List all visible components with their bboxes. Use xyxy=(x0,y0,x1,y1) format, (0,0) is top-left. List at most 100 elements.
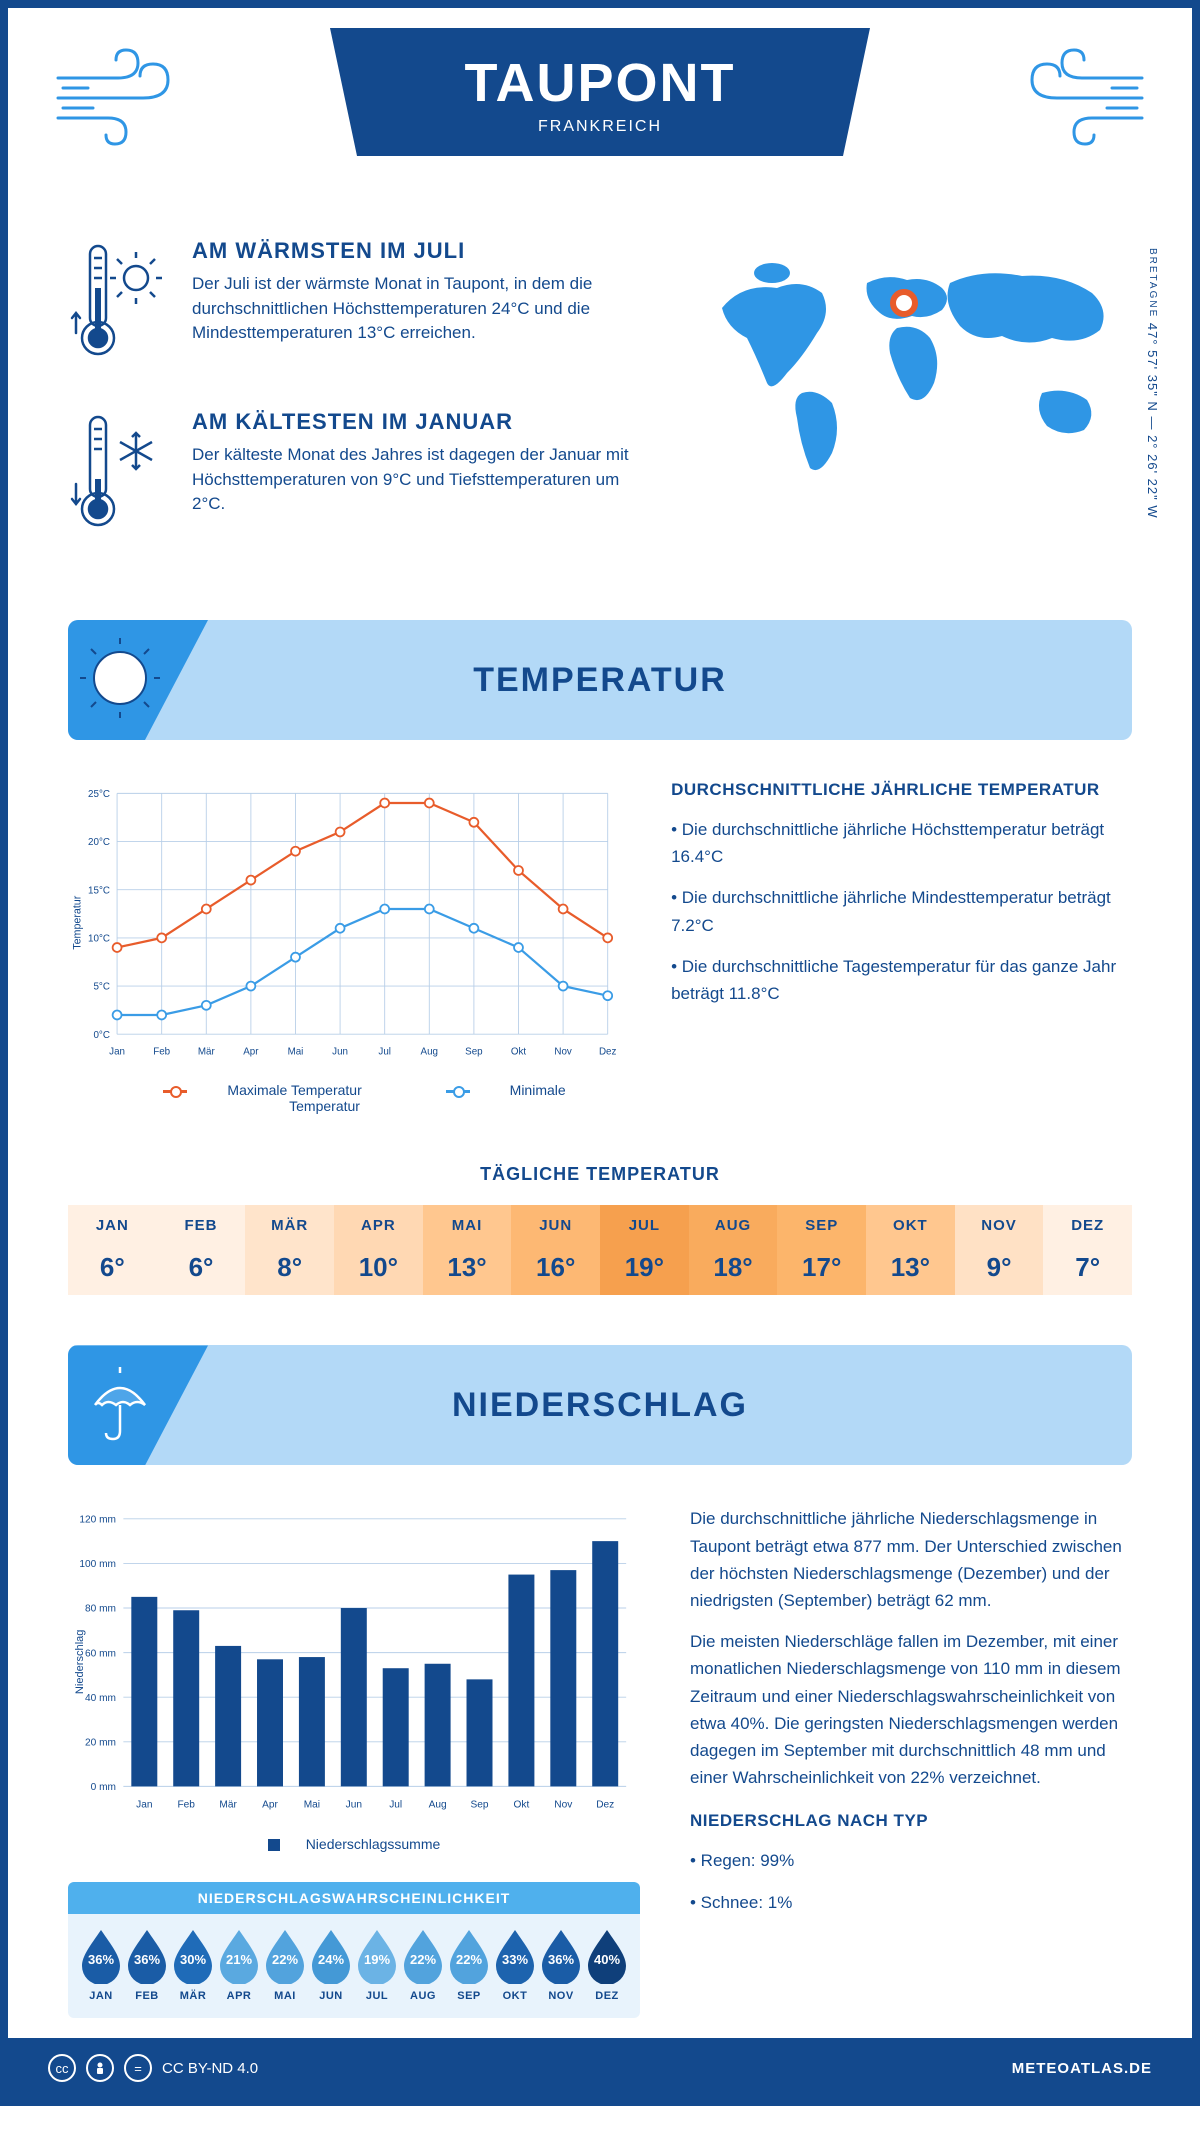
svg-text:Aug: Aug xyxy=(421,1047,438,1058)
svg-text:Mär: Mär xyxy=(219,1800,237,1811)
svg-text:120 mm: 120 mm xyxy=(79,1515,116,1526)
location-country: FRANKREICH xyxy=(330,118,870,136)
svg-text:Sep: Sep xyxy=(465,1047,483,1058)
temperature-legend: Maximale Temperatur Minimale Temperatur xyxy=(68,1082,621,1114)
warmest-title: AM WÄRMSTEN IM JULI xyxy=(192,238,652,264)
temp-bullet: • Die durchschnittliche jährliche Höchst… xyxy=(671,816,1132,870)
daily-temp-grid: JAN6°FEB6°MÄR8°APR10°MAI13°JUN16°JUL19°A… xyxy=(68,1205,1132,1295)
svg-text:5°C: 5°C xyxy=(93,982,109,993)
svg-text:Mai: Mai xyxy=(304,1800,320,1811)
daily-cell: NOV9° xyxy=(955,1205,1044,1295)
wind-icon-left xyxy=(48,38,208,158)
prob-cell: 40%DEZ xyxy=(584,1928,630,2002)
cc-icon: cc xyxy=(48,2054,76,2082)
daily-cell: APR10° xyxy=(334,1205,423,1295)
temperature-title: TEMPERATUR xyxy=(68,661,1132,700)
prob-cell: 21%APR xyxy=(216,1928,262,2002)
daily-cell: MÄR8° xyxy=(245,1205,334,1295)
daily-cell: JUN16° xyxy=(511,1205,600,1295)
svg-text:Aug: Aug xyxy=(429,1800,447,1811)
temperature-description: DURCHSCHNITTLICHE JÄHRLICHE TEMPERATUR •… xyxy=(671,780,1132,1114)
svg-text:Apr: Apr xyxy=(262,1800,278,1811)
svg-text:Niederschlag: Niederschlag xyxy=(74,1630,86,1695)
svg-text:Dez: Dez xyxy=(596,1800,614,1811)
prob-cell: 22%MAI xyxy=(262,1928,308,2002)
svg-text:Okt: Okt xyxy=(511,1047,527,1058)
location-title: TAUPONT xyxy=(330,52,870,114)
svg-text:Jul: Jul xyxy=(389,1800,402,1811)
daily-cell: JAN6° xyxy=(68,1205,157,1295)
intro-section: AM WÄRMSTEN IM JULI Der Juli ist der wär… xyxy=(8,228,1192,620)
precipitation-legend: Niederschlagssumme xyxy=(68,1836,640,1852)
daily-cell: AUG18° xyxy=(689,1205,778,1295)
prob-cell: 36%JAN xyxy=(78,1928,124,2002)
precipitation-bar-chart: 0 mm20 mm40 mm60 mm80 mm100 mm120 mmJanF… xyxy=(68,1505,640,1819)
prob-cell: 33%OKT xyxy=(492,1928,538,2002)
probability-box: NIEDERSCHLAGSWAHRSCHEINLICHKEIT 36%JAN36… xyxy=(68,1882,640,2018)
svg-text:Jan: Jan xyxy=(109,1047,125,1058)
license-text: CC BY-ND 4.0 xyxy=(162,2060,258,2077)
coldest-title: AM KÄLTESTEN IM JANUAR xyxy=(192,409,652,435)
svg-text:Nov: Nov xyxy=(554,1800,573,1811)
svg-text:25°C: 25°C xyxy=(88,789,110,800)
prob-cell: 22%SEP xyxy=(446,1928,492,2002)
coldest-block: AM KÄLTESTEN IM JANUAR Der kälteste Mona… xyxy=(68,409,652,544)
svg-text:80 mm: 80 mm xyxy=(85,1604,116,1615)
svg-text:40 mm: 40 mm xyxy=(85,1693,116,1704)
daily-cell: JUL19° xyxy=(600,1205,689,1295)
svg-text:Jun: Jun xyxy=(346,1800,362,1811)
nd-icon: = xyxy=(124,2054,152,2082)
daily-cell: FEB6° xyxy=(157,1205,246,1295)
precip-type-bullet: • Regen: 99% xyxy=(690,1847,1132,1874)
svg-text:Okt: Okt xyxy=(514,1800,530,1811)
svg-text:Nov: Nov xyxy=(554,1047,572,1058)
prob-cell: 24%JUN xyxy=(308,1928,354,2002)
svg-text:0 mm: 0 mm xyxy=(91,1783,116,1794)
temp-bullet: • Die durchschnittliche Tagestemperatur … xyxy=(671,953,1132,1007)
prob-cell: 36%NOV xyxy=(538,1928,584,2002)
svg-text:Jul: Jul xyxy=(378,1047,391,1058)
svg-text:Jan: Jan xyxy=(136,1800,152,1811)
svg-text:15°C: 15°C xyxy=(88,885,110,896)
precipitation-banner: NIEDERSCHLAG xyxy=(68,1345,1132,1465)
svg-text:100 mm: 100 mm xyxy=(79,1560,116,1571)
warmest-block: AM WÄRMSTEN IM JULI Der Juli ist der wär… xyxy=(68,238,652,373)
coordinates: BRETAGNE 47° 57' 35" N — 2° 26' 22" W xyxy=(1145,248,1160,519)
svg-text:Temperatur: Temperatur xyxy=(72,895,84,949)
svg-text:Jun: Jun xyxy=(332,1047,348,1058)
svg-text:Apr: Apr xyxy=(243,1047,259,1058)
footer: cc = CC BY-ND 4.0 METEOATLAS.DE xyxy=(8,2038,1192,2098)
daily-cell: MAI13° xyxy=(423,1205,512,1295)
daily-temp-title: TÄGLICHE TEMPERATUR xyxy=(8,1164,1192,1185)
world-map: BRETAGNE 47° 57' 35" N — 2° 26' 22" W xyxy=(692,238,1132,580)
infographic-frame: TAUPONT FRANKREICH xyxy=(0,0,1200,2106)
sun-icon xyxy=(80,638,160,718)
precipitation-chart-row: 0 mm20 mm40 mm60 mm80 mm100 mm120 mmJanF… xyxy=(8,1465,1192,2038)
thermometer-snow-icon xyxy=(68,409,168,544)
svg-text:60 mm: 60 mm xyxy=(85,1649,116,1660)
site-name: METEOATLAS.DE xyxy=(1012,2060,1152,2077)
temperature-chart-row: 0°C5°C10°C15°C20°C25°CJanFebMärAprMaiJun… xyxy=(8,740,1192,1134)
prob-cell: 22%AUG xyxy=(400,1928,446,2002)
svg-text:0°C: 0°C xyxy=(93,1030,109,1041)
svg-text:Feb: Feb xyxy=(177,1800,195,1811)
svg-text:Mär: Mär xyxy=(198,1047,216,1058)
thermometer-sun-icon xyxy=(68,238,168,373)
prob-cell: 19%JUL xyxy=(354,1928,400,2002)
svg-text:10°C: 10°C xyxy=(88,933,110,944)
by-icon xyxy=(86,2054,114,2082)
coldest-text: Der kälteste Monat des Jahres ist dagege… xyxy=(192,443,652,517)
svg-text:Dez: Dez xyxy=(599,1047,617,1058)
warmest-text: Der Juli ist der wärmste Monat in Taupon… xyxy=(192,272,652,346)
prob-cell: 36%FEB xyxy=(124,1928,170,2002)
wind-icon-right xyxy=(992,38,1152,158)
precip-type-bullet: • Schnee: 1% xyxy=(690,1889,1132,1916)
precipitation-title: NIEDERSCHLAG xyxy=(68,1386,1132,1425)
prob-cell: 30%MÄR xyxy=(170,1928,216,2002)
precipitation-description: Die durchschnittliche jährliche Niedersc… xyxy=(690,1505,1132,2018)
svg-text:Feb: Feb xyxy=(153,1047,170,1058)
svg-text:20°C: 20°C xyxy=(88,837,110,848)
title-banner: TAUPONT FRANKREICH xyxy=(330,28,870,156)
temperature-line-chart: 0°C5°C10°C15°C20°C25°CJanFebMärAprMaiJun… xyxy=(68,780,621,1065)
temp-bullet: • Die durchschnittliche jährliche Mindes… xyxy=(671,884,1132,938)
